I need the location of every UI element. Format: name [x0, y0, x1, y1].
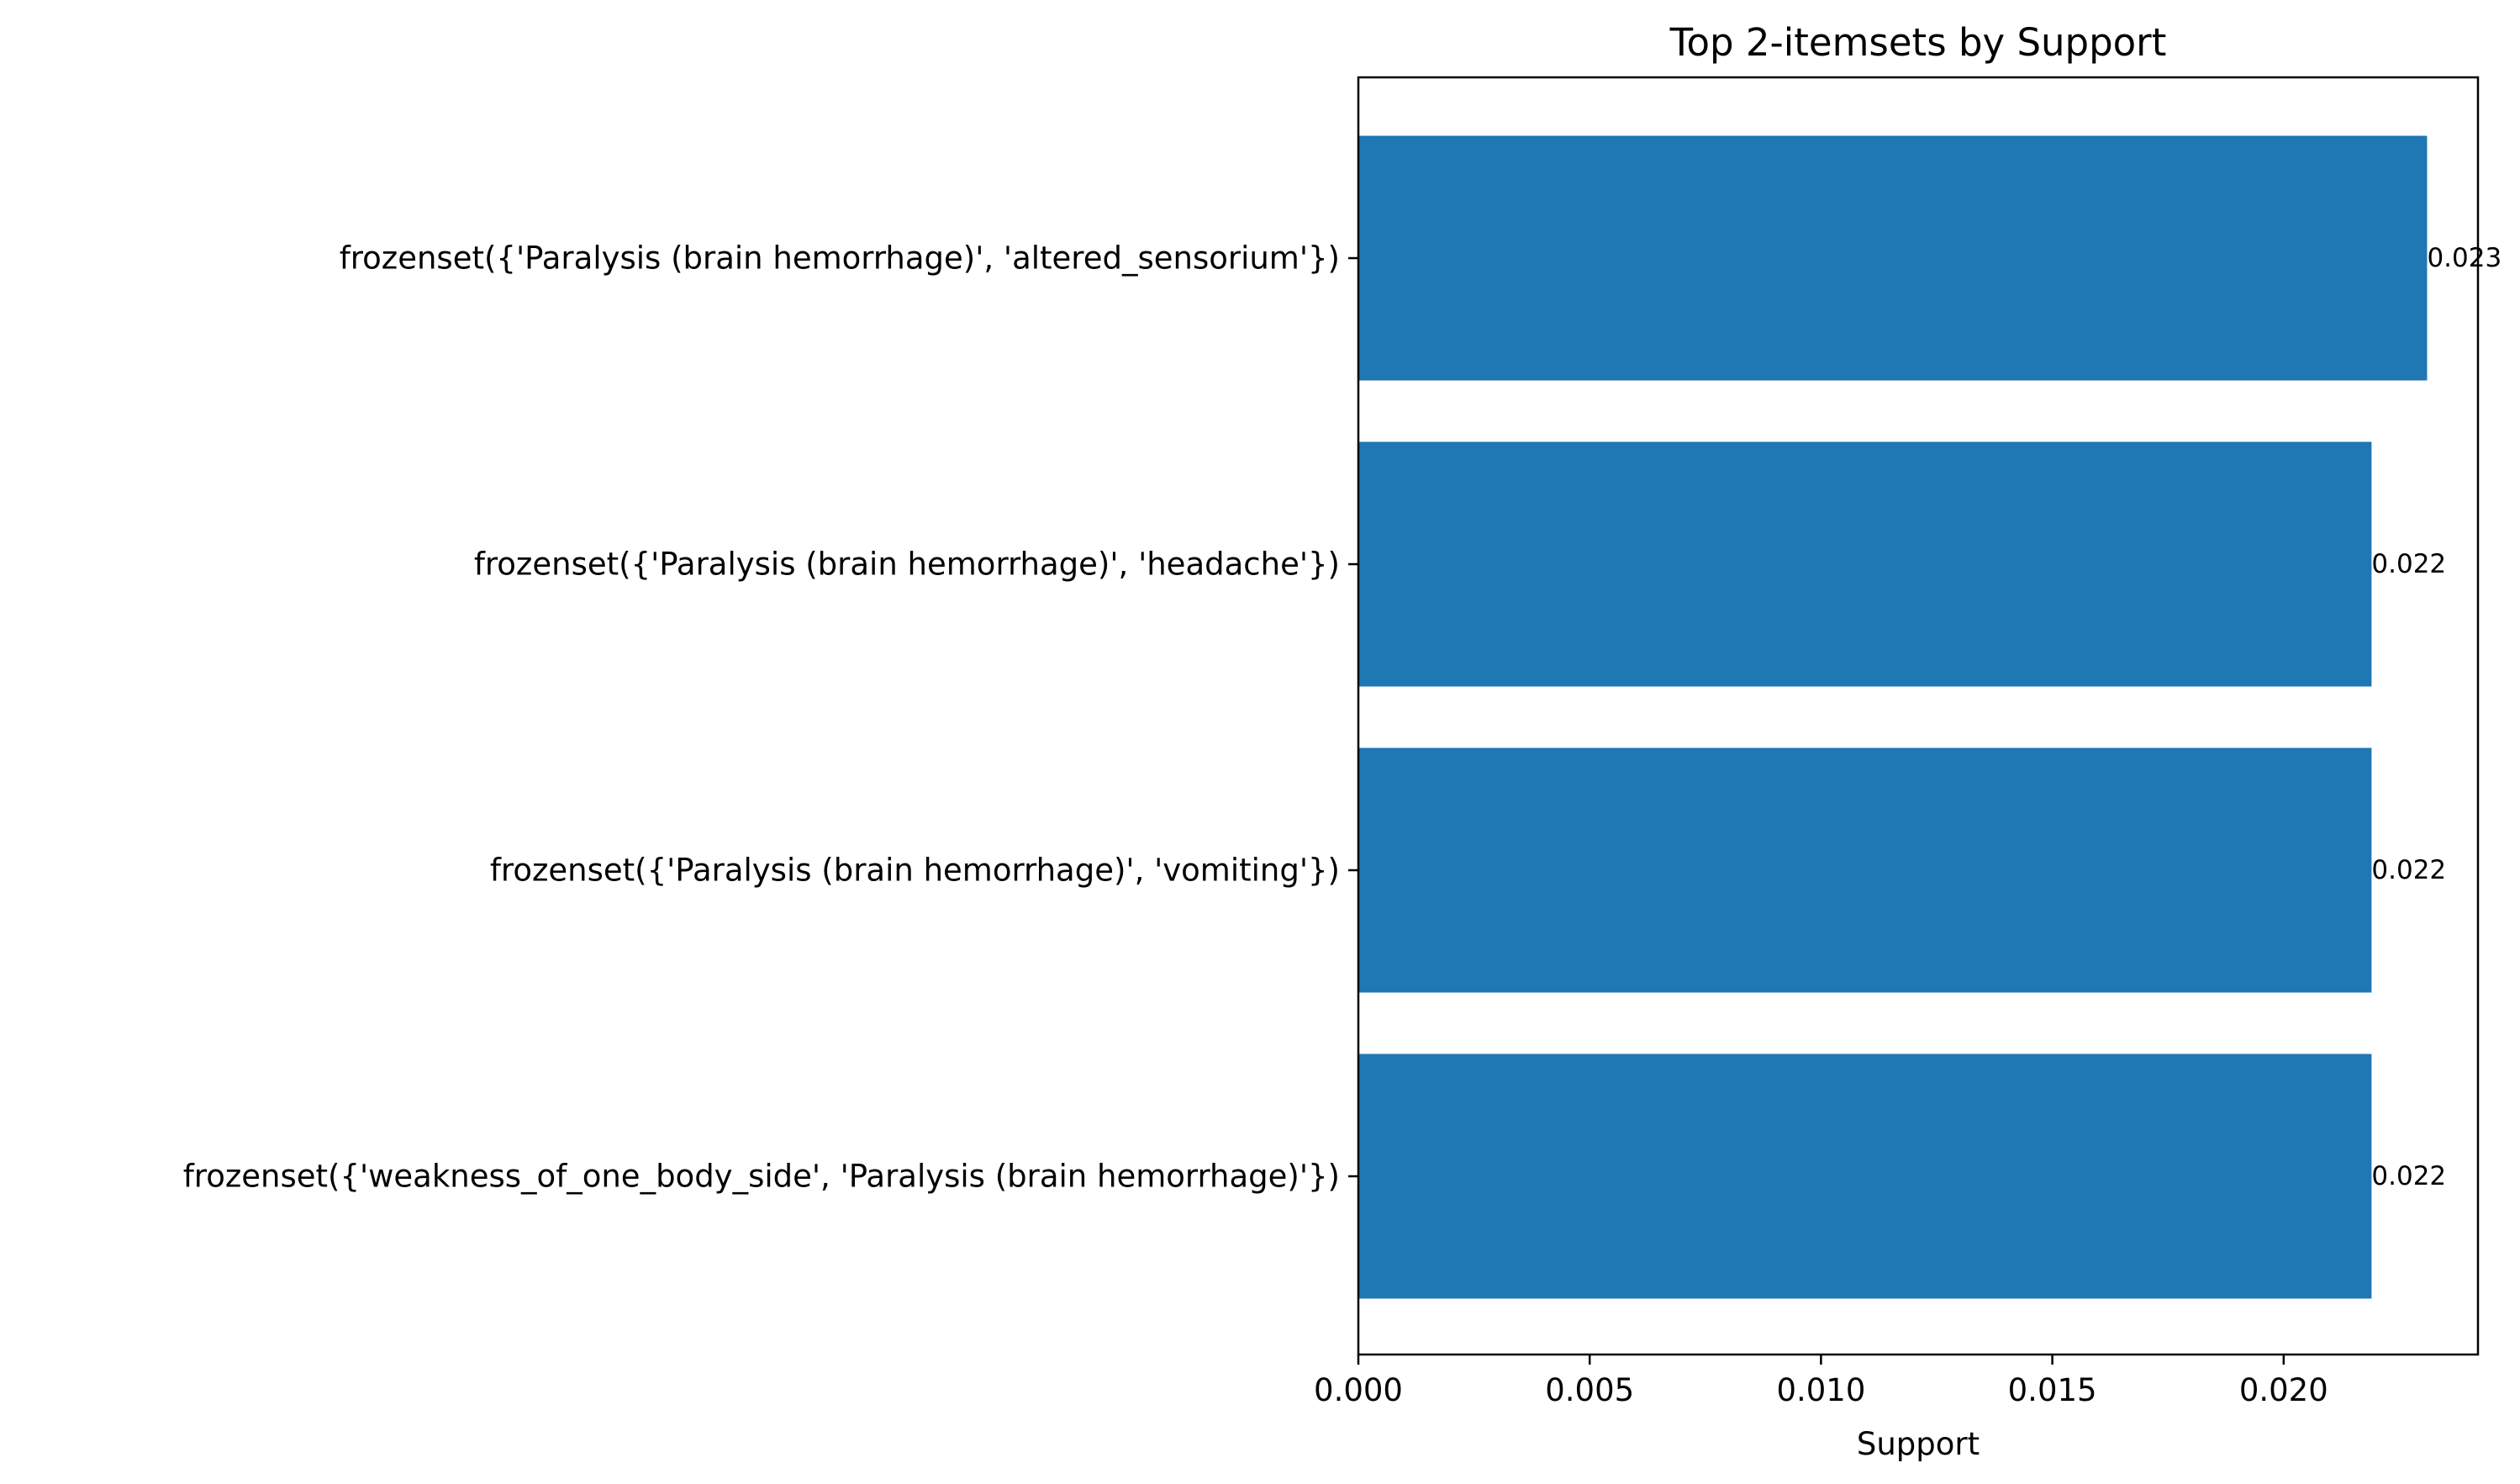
- x-tick-label-4: 0.015: [2008, 1372, 2097, 1408]
- data-labels-layer: 0.023 0.022 0.022 0.022: [2371, 243, 2502, 1191]
- category-label-3: frozenset({'Paralysis (brain hemorrhage)…: [490, 853, 1340, 889]
- bar-2: [1358, 441, 2372, 687]
- x-axis-label: Support: [1857, 1426, 1980, 1462]
- chart-title: Top 2-itemsets by Support: [1669, 20, 2167, 65]
- x-tick-label-1: 0.000: [1314, 1372, 1403, 1408]
- data-label-1: 0.023: [2427, 243, 2502, 273]
- x-axis-ticks-layer: 0.000 0.005 0.010 0.015 0.020: [1314, 256, 2328, 1408]
- bar-4: [1358, 1054, 2372, 1299]
- category-labels-layer: frozenset({'Paralysis (brain hemorrhage)…: [183, 240, 1340, 1195]
- category-label-2: frozenset({'Paralysis (brain hemorrhage)…: [474, 547, 1340, 583]
- bar-1: [1358, 135, 2428, 381]
- category-label-1: frozenset({'Paralysis (brain hemorrhage)…: [340, 240, 1340, 277]
- x-tick-label-3: 0.010: [1776, 1372, 1865, 1408]
- category-label-4: frozenset({'weakness_of_one_body_side', …: [183, 1159, 1340, 1195]
- x-tick-label-2: 0.005: [1545, 1372, 1634, 1408]
- bars-layer: [1358, 135, 2428, 1299]
- data-label-2: 0.022: [2371, 549, 2446, 579]
- bar-3: [1358, 747, 2372, 993]
- x-tick-label-5: 0.020: [2239, 1372, 2328, 1408]
- data-label-4: 0.022: [2371, 1161, 2446, 1191]
- data-label-3: 0.022: [2371, 855, 2446, 885]
- plot-frame: [1357, 76, 2480, 1356]
